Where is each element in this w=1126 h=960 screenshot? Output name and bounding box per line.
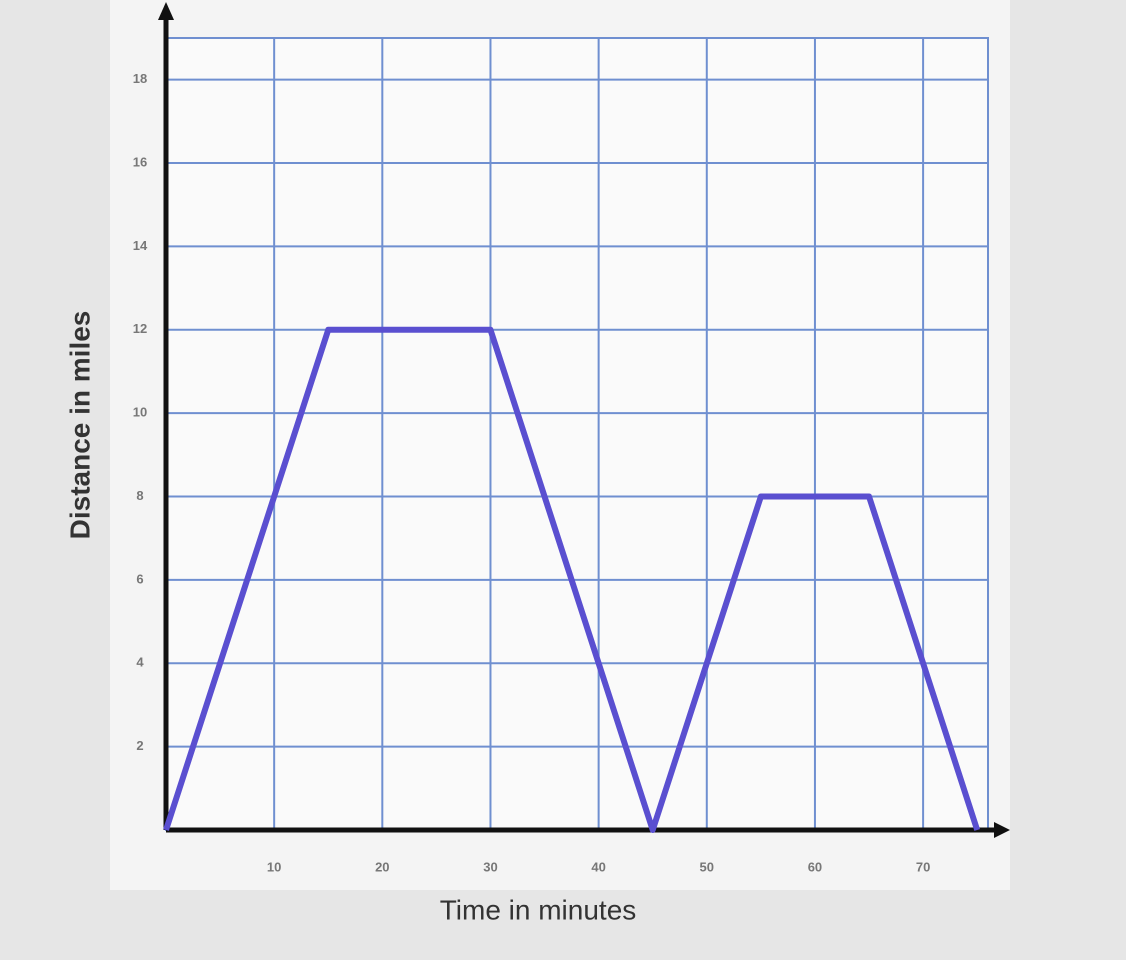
x-tick-label: 60 <box>808 859 822 874</box>
y-tick-label: 18 <box>133 71 147 86</box>
y-tick-label: 6 <box>136 571 143 586</box>
grid: 2 4 6 8 10 12 14 16 18 10 20 30 40 50 60 70 <box>133 2 1010 874</box>
y-tick-label: 12 <box>133 321 147 336</box>
x-axis-title: Time in minutes <box>440 894 637 925</box>
y-tick-label: 2 <box>136 738 143 753</box>
y-axis-title: Distance in miles <box>64 311 95 540</box>
y-tick-label: 16 <box>133 154 147 169</box>
marks <box>163 326 981 833</box>
x-tick-label: 70 <box>916 859 930 874</box>
y-tick-label: 10 <box>133 405 147 420</box>
y-tick-label: 14 <box>133 238 148 253</box>
y-tick-label: 4 <box>136 655 144 670</box>
x-tick-label: 50 <box>700 859 714 874</box>
x-axis-arrow <box>994 822 1010 838</box>
x-tick-label: 10 <box>267 859 281 874</box>
plot-area <box>165 37 989 831</box>
y-axis-arrow <box>158 2 174 20</box>
x-tick-label: 20 <box>375 859 389 874</box>
x-tick-label: 30 <box>483 859 497 874</box>
y-tick-label: 8 <box>136 488 143 503</box>
data-line <box>163 326 981 833</box>
x-tick-label: 40 <box>591 859 605 874</box>
